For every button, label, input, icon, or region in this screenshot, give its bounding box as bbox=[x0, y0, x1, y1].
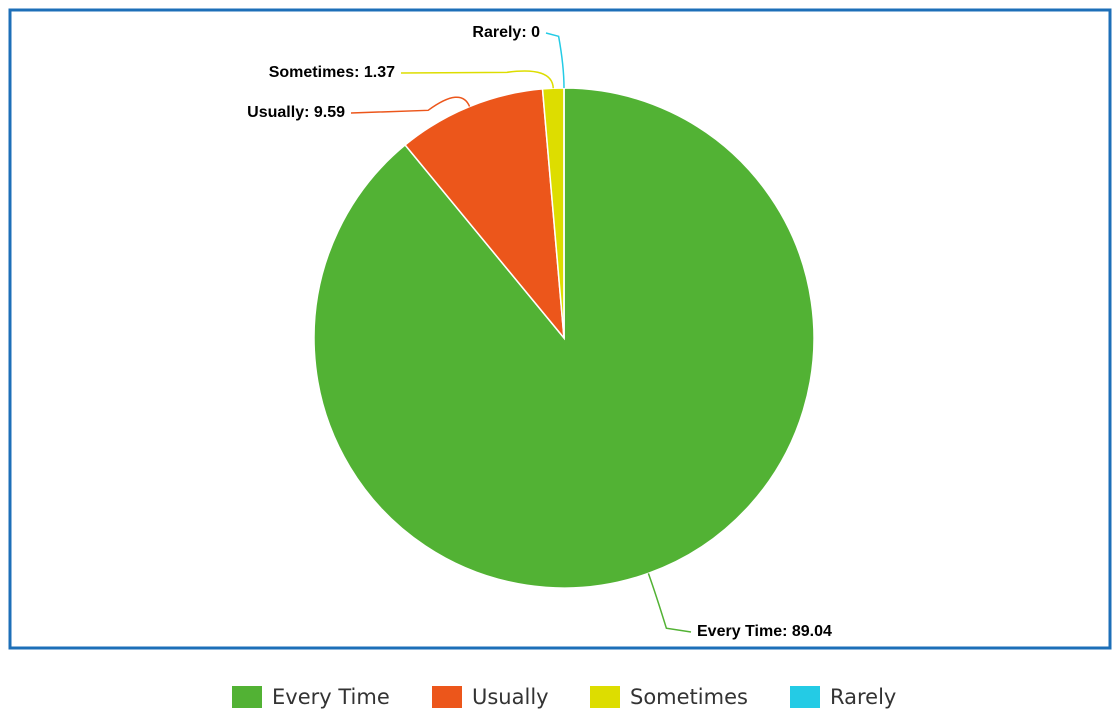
leader-line bbox=[350, 96, 471, 114]
legend-label: Sometimes bbox=[630, 685, 748, 709]
pie-slice bbox=[404, 88, 565, 341]
data-label: Every Time: 89.04 bbox=[697, 623, 832, 640]
leader-line bbox=[647, 573, 692, 633]
legend-label: Every Time bbox=[272, 685, 390, 709]
data-label: Sometimes: 1.37 bbox=[269, 64, 395, 81]
legend-swatch bbox=[232, 686, 262, 708]
leader-line bbox=[545, 32, 565, 89]
leader-line bbox=[400, 70, 554, 89]
data-label: Rarely: 0 bbox=[472, 24, 540, 41]
legend-label: Rarely bbox=[830, 685, 896, 709]
legend-swatch bbox=[590, 686, 620, 708]
data-label: Usually: 9.59 bbox=[247, 104, 345, 121]
legend-swatch bbox=[432, 686, 462, 708]
legend-label: Usually bbox=[472, 685, 549, 709]
legend-swatch bbox=[790, 686, 820, 708]
